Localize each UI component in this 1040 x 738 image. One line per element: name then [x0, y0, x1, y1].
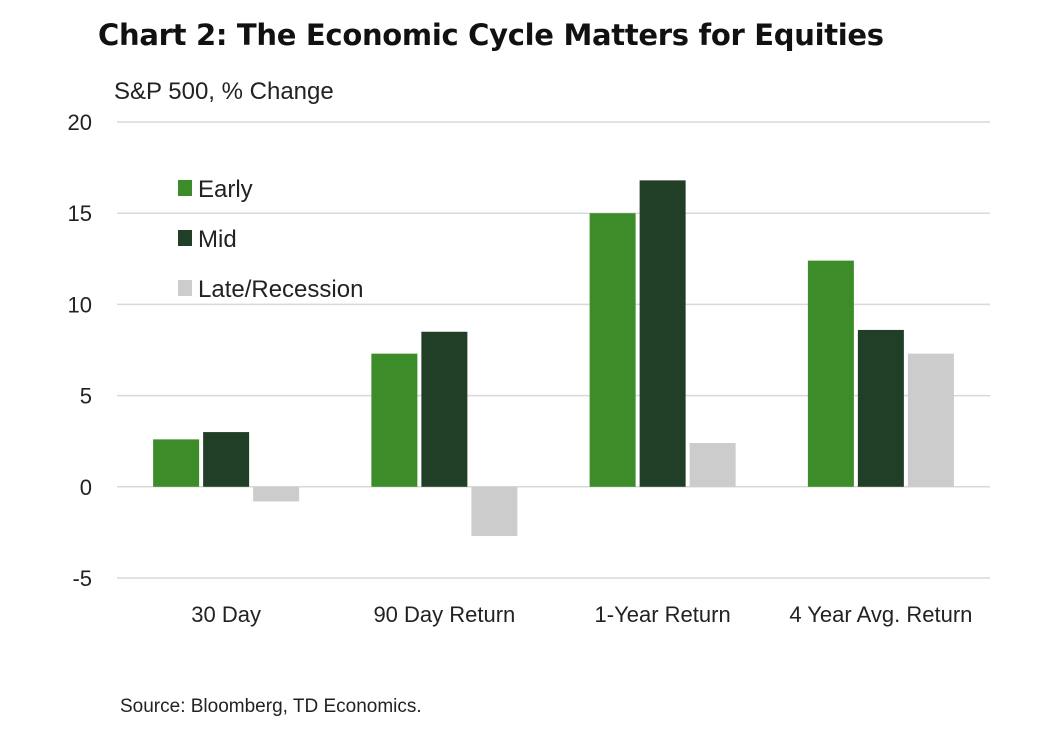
bar	[589, 213, 636, 487]
bar	[907, 353, 954, 487]
legend-label: Early	[198, 176, 253, 203]
x-tick-label: 30 Day	[191, 602, 261, 627]
source-note: Source: Bloomberg, TD Economics.	[120, 696, 422, 717]
bar	[203, 432, 250, 487]
y-tick-label: 15	[68, 201, 92, 226]
y-tick-label: 5	[80, 384, 92, 409]
bar	[807, 260, 854, 487]
y-tick-label: 20	[68, 110, 92, 135]
x-tick-label: 4 Year Avg. Return	[789, 602, 972, 627]
y-tick-label: 0	[80, 475, 92, 500]
bar	[639, 180, 686, 487]
bar	[857, 329, 904, 487]
y-axis-label: S&P 500, % Change	[114, 78, 334, 105]
bar	[371, 353, 418, 487]
y-tick-label: 10	[68, 292, 92, 317]
bar	[153, 439, 200, 487]
x-tick-label: 90 Day Return	[373, 602, 515, 627]
bar	[253, 486, 300, 502]
legend-swatch	[178, 280, 192, 296]
bar	[689, 443, 736, 487]
y-tick-label: -5	[72, 566, 92, 591]
legend-label: Mid	[198, 226, 237, 253]
legend-label: Late/Recession	[198, 276, 363, 303]
chart-title: Chart 2: The Economic Cycle Matters for …	[98, 18, 884, 52]
legend-swatch	[178, 180, 192, 196]
bar	[421, 331, 468, 487]
bar	[471, 486, 518, 537]
x-tick-label: 1-Year Return	[595, 602, 731, 627]
legend-swatch	[178, 230, 192, 246]
